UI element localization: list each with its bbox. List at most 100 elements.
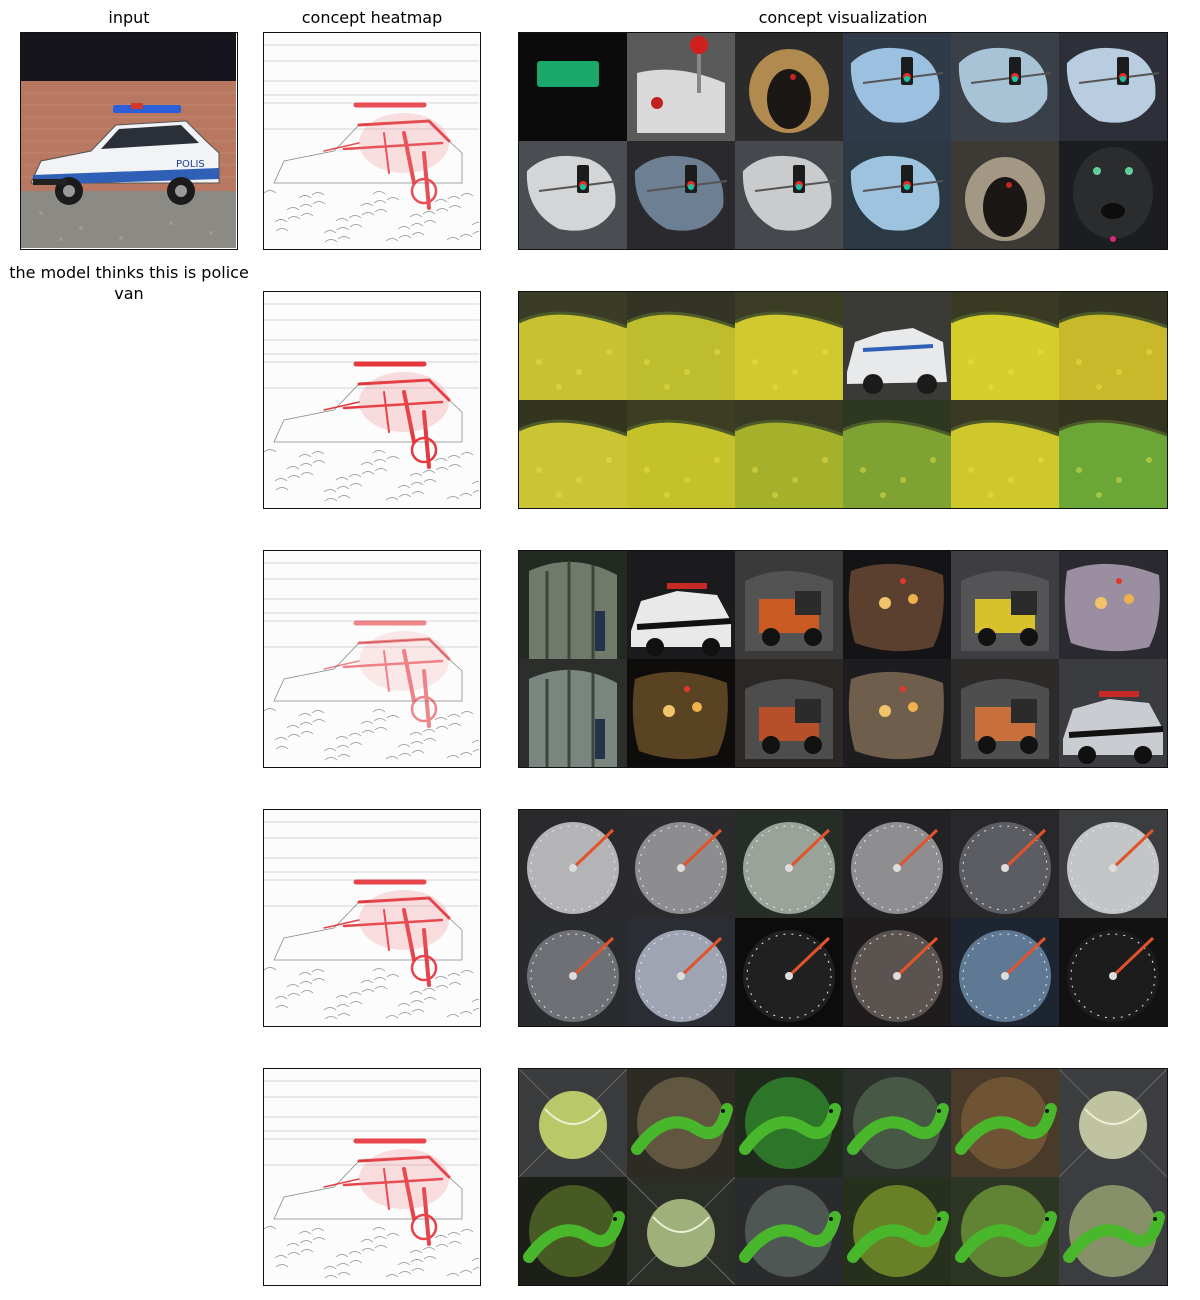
heatmap-column-title: concept heatmap: [301, 8, 443, 27]
concept-tile: [843, 141, 951, 249]
concept-tile-grid: [519, 33, 1167, 249]
ball-icon: [519, 1069, 627, 1177]
concept-tile: [843, 1177, 951, 1285]
car-icon: [843, 292, 951, 400]
concept-tile: [735, 1069, 843, 1177]
concept-tile: [519, 918, 627, 1026]
concept-heatmap-2: [263, 291, 481, 509]
concept-tile-grid: [519, 810, 1167, 1026]
concept-tile: [627, 918, 735, 1026]
heatmap-image: [264, 821, 479, 1020]
gauge-icon: [627, 918, 735, 1026]
dog-icon: [1059, 141, 1167, 249]
field-icon: [843, 400, 951, 508]
truck-icon: [735, 551, 843, 659]
concept-visualization-2: [518, 291, 1168, 509]
field-icon: [627, 292, 735, 400]
gauge-icon: [519, 918, 627, 1026]
concept-tile: [843, 918, 951, 1026]
concept-heatmap-3: [263, 550, 481, 768]
concept-tile: [843, 33, 951, 141]
concept-tile: [627, 810, 735, 918]
truck-icon: [735, 659, 843, 767]
night-icon: [843, 551, 951, 659]
police-car-photo-icon: POLIS: [21, 33, 236, 248]
field-icon: [951, 400, 1059, 508]
concept-tile: [843, 551, 951, 659]
concept-tile: [951, 918, 1059, 1026]
night-icon: [843, 659, 951, 767]
concept-tile: [627, 400, 735, 508]
concept-tile-grid: [519, 551, 1167, 767]
concept-tile: [627, 659, 735, 767]
light-icon: [843, 33, 951, 141]
concept-heatmap-4: [263, 809, 481, 1027]
gauge-icon: [735, 810, 843, 918]
gauge-icon: [735, 918, 843, 1026]
heatmap-image: [264, 44, 479, 243]
concept-tile: [735, 1177, 843, 1285]
concept-visualization-5: [518, 1068, 1168, 1286]
concept-tile: [843, 400, 951, 508]
concept-tile: [627, 551, 735, 659]
car-label: POLIS: [176, 159, 205, 170]
ball-icon: [1059, 1069, 1167, 1177]
concept-tile: [627, 1177, 735, 1285]
light-icon: [627, 141, 735, 249]
prediction-caption: the model thinks this is police van: [9, 263, 249, 303]
concept-tile-grid: [519, 1069, 1167, 1285]
concept-tile: [843, 810, 951, 918]
visualization-column-title: concept visualization: [758, 8, 928, 27]
gauge-icon: [1059, 918, 1167, 1026]
concept-tile: [951, 659, 1059, 767]
concept-tile: [1059, 659, 1167, 767]
police-icon: [1059, 659, 1167, 767]
forest-icon: [519, 551, 627, 659]
concept-tile: [627, 33, 735, 141]
concept-tile: [519, 810, 627, 918]
concept-tile: [735, 810, 843, 918]
gauge-icon: [843, 810, 951, 918]
concept-tile: [1059, 810, 1167, 918]
concept-visualization-3: [518, 550, 1168, 768]
concept-tile: [735, 659, 843, 767]
concept-tile: [519, 400, 627, 508]
concept-tile: [1059, 918, 1167, 1026]
gauge-icon: [627, 810, 735, 918]
bird-icon: [735, 33, 843, 141]
concept-tile: [519, 292, 627, 400]
field-icon: [627, 400, 735, 508]
field-icon: [519, 400, 627, 508]
concept-tile: [843, 1069, 951, 1177]
concept-tile: [519, 33, 627, 141]
night-icon: [627, 659, 735, 767]
snake-icon: [951, 1177, 1059, 1285]
snake-icon: [843, 1177, 951, 1285]
concept-tile: [627, 141, 735, 249]
concept-tile: [735, 918, 843, 1026]
concept-tile: [951, 1069, 1059, 1177]
concept-tile: [1059, 551, 1167, 659]
concept-tile: [951, 810, 1059, 918]
concept-tile: [627, 292, 735, 400]
input-image: POLIS: [20, 32, 238, 250]
concept-tile: [735, 33, 843, 141]
concept-tile: [951, 400, 1059, 508]
field-icon: [951, 292, 1059, 400]
concept-tile: [735, 141, 843, 249]
concept-tile: [1059, 33, 1167, 141]
concept-tile: [951, 551, 1059, 659]
concept-tile: [1059, 1177, 1167, 1285]
field-icon: [519, 292, 627, 400]
forest-icon: [519, 659, 627, 767]
snake-icon: [843, 1069, 951, 1177]
light-icon: [843, 141, 951, 249]
concept-tile: [951, 141, 1059, 249]
concept-tile: [1059, 400, 1167, 508]
heatmap-image: [264, 1080, 479, 1279]
light-icon: [519, 141, 627, 249]
concept-tile: [627, 1069, 735, 1177]
snake-icon: [735, 1069, 843, 1177]
gauge-icon: [1059, 810, 1167, 918]
gauge-icon: [951, 810, 1059, 918]
